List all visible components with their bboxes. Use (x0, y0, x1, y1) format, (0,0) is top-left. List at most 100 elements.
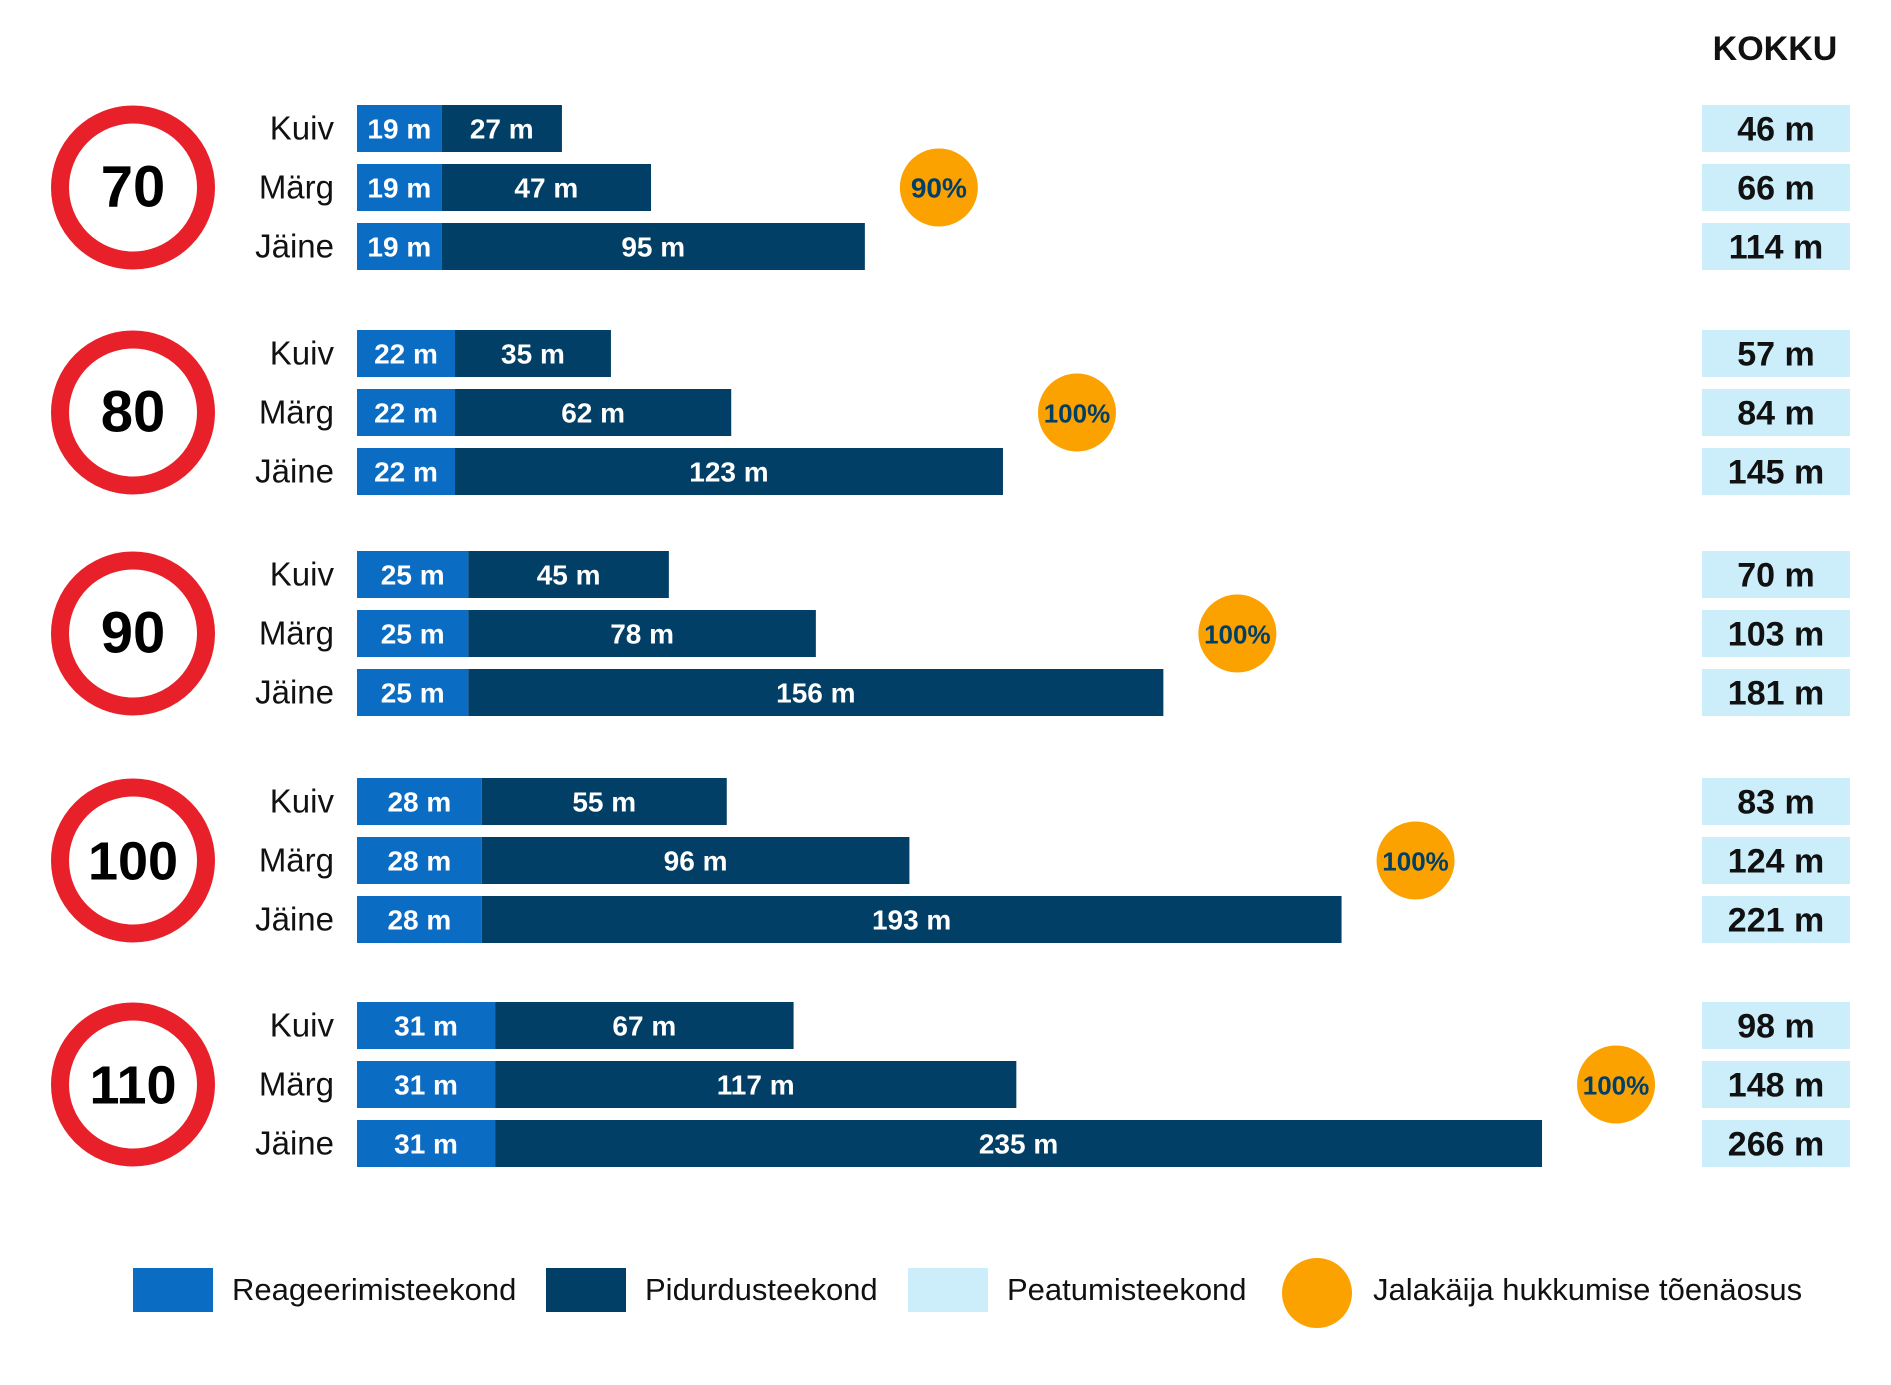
total-cell (1702, 551, 1850, 598)
reaction-value-label: 19 m (367, 173, 431, 204)
braking-value-label: 96 m (664, 846, 728, 877)
total-cell (1702, 1120, 1850, 1167)
total-value-label: 145 m (1728, 454, 1824, 492)
legend-label: Jalakäija hukkumise tõenäosus (1373, 1272, 1802, 1307)
speed-group-70: 70 Kuiv 19 m 27 m 46 m Märg 19 m 47 m 66 m Jäine 1… (51, 105, 1850, 270)
braking-value-label: 55 m (572, 787, 636, 818)
condition-label: Jäine (255, 228, 334, 265)
condition-label: Märg (259, 615, 334, 652)
legend-item-reaction: Reageerimisteekond (133, 1268, 516, 1312)
total-cell (1702, 164, 1850, 211)
speed-group-100: 100 Kuiv 28 m 55 m 83 m Märg 28 m 96 m 124 m Jäin… (51, 778, 1850, 943)
fatality-value-label: 100% (1382, 847, 1449, 877)
braking-value-label: 35 m (501, 339, 565, 370)
fatality-value-label: 100% (1204, 620, 1271, 650)
total-cell (1702, 669, 1850, 716)
braking-value-label: 117 m (717, 1070, 795, 1101)
braking-value-label: 45 m (537, 560, 601, 591)
fatality-circle (899, 148, 978, 227)
reaction-bar (357, 610, 469, 657)
legend-label: Peatumisteekond (1007, 1272, 1247, 1307)
total-value-label: 57 m (1737, 336, 1815, 374)
braking-bar (468, 610, 816, 657)
total-cell (1702, 837, 1850, 884)
legend-swatch (1282, 1258, 1352, 1328)
speed-sign-icon (51, 1002, 215, 1167)
fatality-circle (1037, 373, 1116, 452)
braking-bar (468, 669, 1164, 716)
reaction-bar (357, 105, 442, 152)
speed-group-90: 90 Kuiv 25 m 45 m 70 m Märg 25 m 78 m 103 m Jäine… (51, 551, 1850, 716)
total-cell (1702, 105, 1850, 152)
reaction-bar (357, 551, 469, 598)
total-value-label: 103 m (1728, 616, 1824, 654)
braking-bar (455, 448, 1003, 495)
condition-label: Kuiv (270, 556, 335, 593)
speed-group-110: 110 Kuiv 31 m 67 m 98 m Märg 31 m 117 m 148 m Jäi… (51, 1002, 1850, 1167)
fatality-circle (1577, 1045, 1656, 1124)
reaction-value-label: 22 m (374, 339, 438, 370)
reaction-bar (357, 669, 469, 716)
condition-label: Jäine (255, 453, 334, 490)
reaction-value-label: 31 m (394, 1011, 458, 1042)
reaction-bar (357, 778, 482, 825)
total-cell (1702, 610, 1850, 657)
speed-group-80: 80 Kuiv 22 m 35 m 57 m Märg 22 m 62 m 84 m Jäine 2… (51, 330, 1850, 495)
legend-item-braking: Pidurdusteekond (546, 1268, 878, 1312)
braking-bar (495, 1061, 1017, 1108)
total-cell (1702, 330, 1850, 377)
reaction-bar (357, 223, 442, 270)
speed-sign-label: 90 (101, 601, 166, 666)
condition-label: Märg (259, 394, 334, 431)
condition-label: Kuiv (270, 783, 335, 820)
total-value-label: 66 m (1737, 170, 1815, 208)
reaction-bar (357, 837, 482, 884)
condition-label: Jäine (255, 901, 334, 938)
reaction-value-label: 25 m (381, 560, 445, 591)
reaction-bar (357, 1061, 496, 1108)
total-value-label: 46 m (1737, 111, 1815, 149)
total-column-header: KOKKU (1713, 30, 1838, 68)
total-cell (1702, 389, 1850, 436)
braking-value-label: 156 m (776, 678, 855, 709)
reaction-value-label: 25 m (381, 678, 445, 709)
total-value-label: 84 m (1737, 395, 1815, 433)
speed-sign-label: 110 (89, 1056, 176, 1116)
reaction-bar (357, 1120, 496, 1167)
condition-label: Jäine (255, 1125, 334, 1162)
reaction-value-label: 31 m (394, 1070, 458, 1101)
reaction-bar (357, 448, 456, 495)
fatality-circle (1198, 594, 1277, 673)
braking-bar (495, 1002, 794, 1049)
total-value-label: 114 m (1729, 229, 1824, 267)
total-cell (1702, 448, 1850, 495)
speed-sign-label: 80 (101, 380, 166, 445)
reaction-value-label: 22 m (374, 457, 438, 488)
speed-groups: 70 Kuiv 19 m 27 m 46 m Märg 19 m 47 m 66 m Jäine 1… (51, 105, 1850, 1167)
fatality-circle (1376, 821, 1455, 900)
braking-bar (468, 551, 669, 598)
total-cell (1702, 223, 1850, 270)
braking-value-label: 95 m (621, 232, 685, 263)
reaction-value-label: 22 m (374, 398, 438, 429)
braking-value-label: 27 m (470, 114, 534, 145)
total-value-label: 70 m (1737, 557, 1815, 595)
condition-label: Kuiv (270, 110, 335, 147)
condition-label: Kuiv (270, 335, 335, 372)
total-value-label: 221 m (1728, 902, 1824, 940)
speed-sign-icon (51, 778, 215, 943)
braking-bar (495, 1120, 1543, 1167)
braking-value-label: 62 m (561, 398, 625, 429)
total-cell (1702, 896, 1850, 943)
reaction-value-label: 19 m (367, 232, 431, 263)
speed-sign-icon (51, 105, 215, 270)
reaction-bar (357, 330, 456, 377)
reaction-value-label: 28 m (387, 787, 451, 818)
total-value-label: 266 m (1728, 1126, 1824, 1164)
total-value-label: 124 m (1728, 843, 1824, 881)
braking-value-label: 47 m (514, 173, 578, 204)
braking-value-label: 67 m (612, 1011, 676, 1042)
speed-sign-label: 70 (101, 155, 166, 220)
reaction-value-label: 19 m (367, 114, 431, 145)
